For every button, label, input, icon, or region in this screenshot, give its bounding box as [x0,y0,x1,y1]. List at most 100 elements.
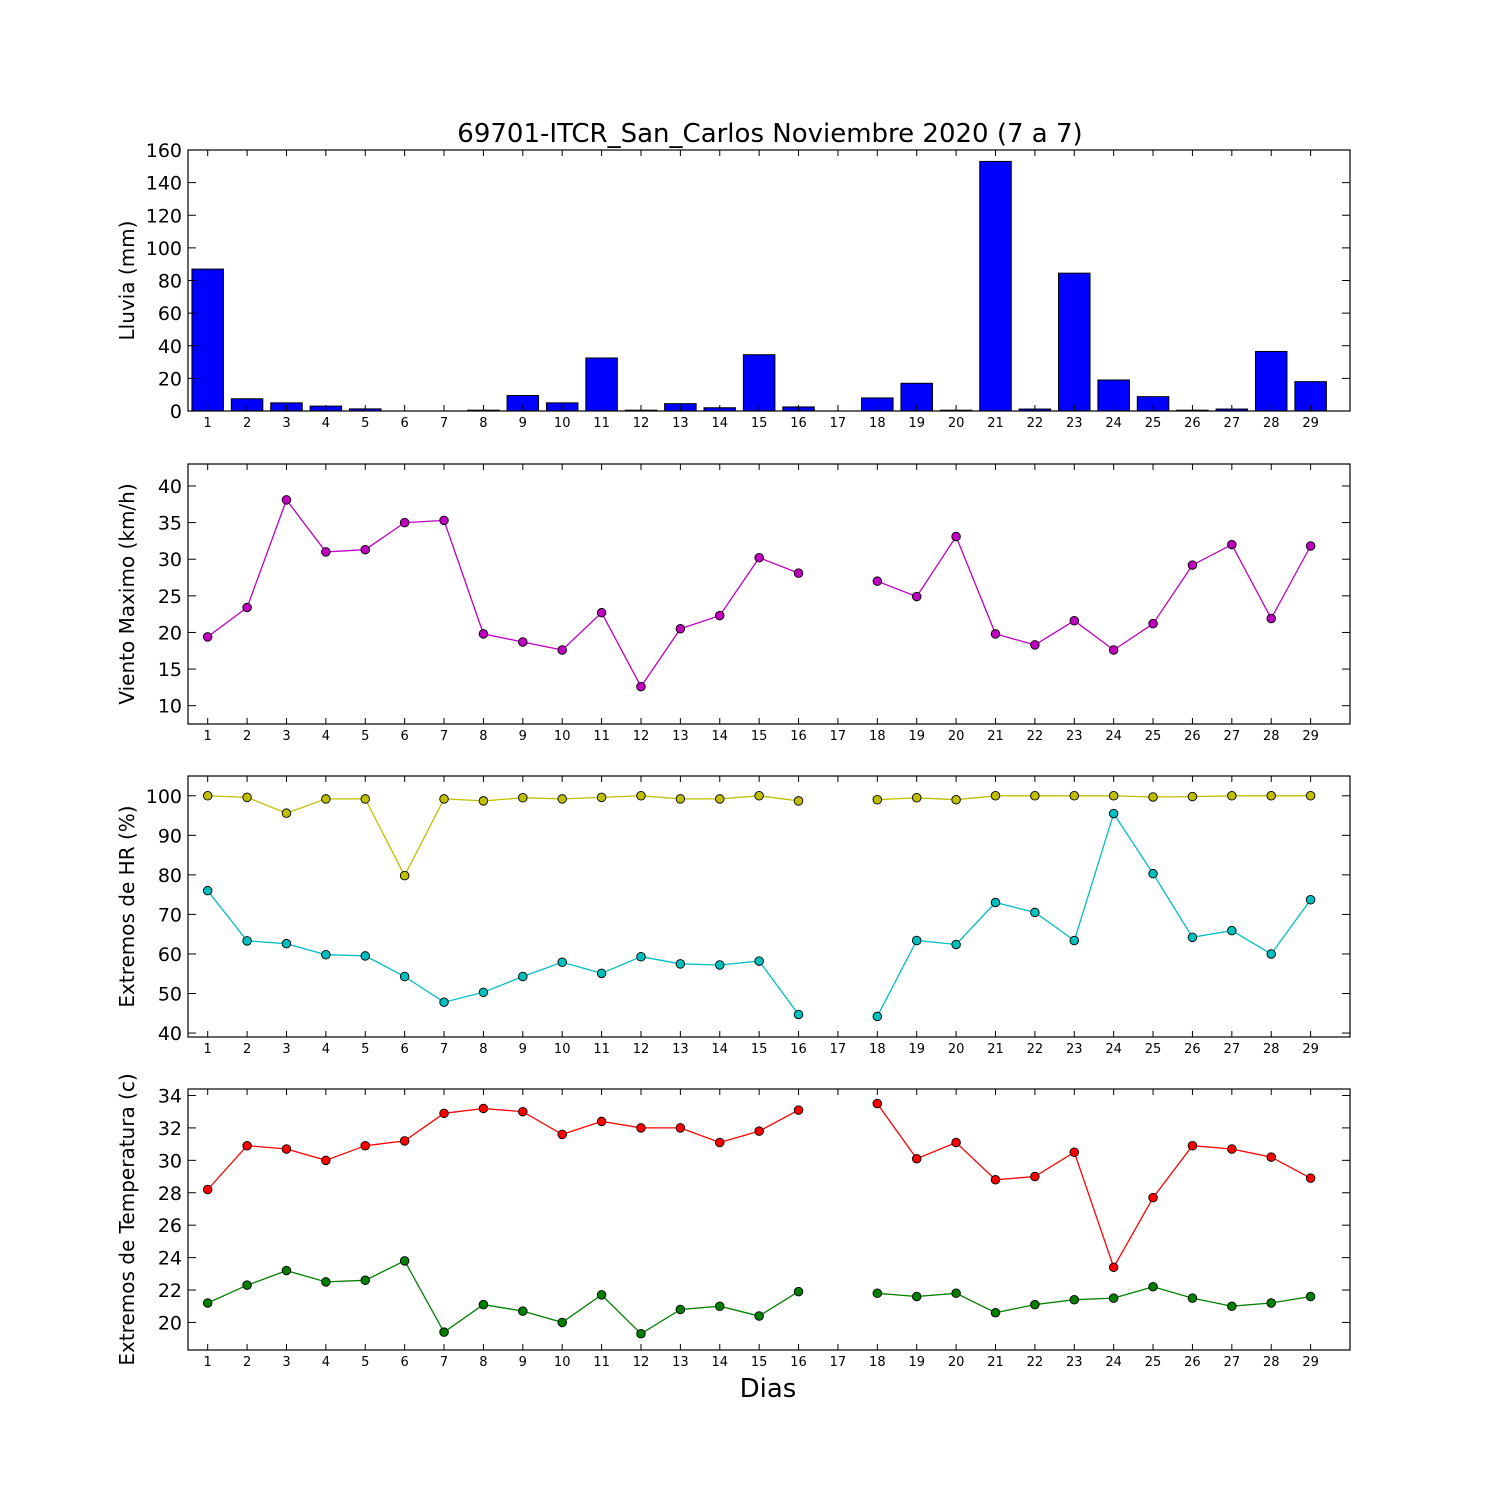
wind-series-0-point [242,602,252,613]
humidity-x-tick-label: 1 [204,1042,212,1057]
wind-series-0-point [557,645,567,655]
wind-x-tick-label: 4 [322,729,330,744]
temperature-series-0-point [1030,1171,1040,1182]
rainfall-y-tick-label: 140 [146,173,182,195]
temperature-series-1-point [1187,1293,1198,1303]
humidity-series-1-point [281,938,292,949]
humidity-x-tick-label: 5 [361,1042,369,1057]
humidity-y-tick-label: 70 [158,904,182,926]
wind-series-0-point [399,517,410,528]
temperature-y-tick-label: 20 [158,1312,182,1334]
rainfall-bar [742,354,776,412]
rainfall-x-tick-label: 14 [711,416,728,431]
temperature-series-0-point [1148,1192,1158,1203]
humidity-series-1-point [518,971,528,982]
temperature-series-1-point [281,1265,292,1276]
temperature-series-0-point [518,1106,528,1117]
rainfall-bar [979,160,1012,412]
wind-x-tick-label: 16 [790,729,807,744]
rainfall-x-tick-label: 7 [440,416,448,431]
humidity-series-0-point [872,794,883,805]
humidity-series-1-point [754,956,764,966]
temperature-series-0-point [911,1153,922,1164]
temperature-series-0-point [793,1105,804,1115]
temperature-series-0-point [1187,1140,1198,1151]
wind-axes-frame [187,463,1351,725]
wind-x-tick-label: 1 [204,729,212,744]
temperature-series-1-point [1305,1291,1316,1302]
temperature-x-tick-label: 28 [1263,1355,1280,1370]
humidity-x-tick-label: 29 [1302,1042,1319,1057]
humidity-x-tick-label: 25 [1145,1042,1162,1057]
humidity-x-tick-label: 15 [751,1042,768,1057]
humidity-series-1-point [360,951,371,961]
humidity-axes-frame [187,775,1351,1038]
humidity-series-1-point [1108,808,1119,819]
wind-series-0-point [478,629,489,639]
temperature-x-tick-label: 10 [554,1355,571,1370]
humidity-series-0-point [754,791,764,801]
wind-x-tick-label: 22 [1027,729,1044,744]
humidity-series-0-point [202,791,213,801]
wind-x-tick-label: 28 [1263,729,1280,744]
humidity-y-tick-label: 80 [158,865,182,887]
temperature-x-tick-label: 23 [1066,1355,1083,1370]
humidity-x-tick-label: 9 [519,1042,527,1057]
rainfall-x-tick-label: 9 [519,416,527,431]
rainfall-x-tick-label: 21 [987,416,1004,431]
rainfall-x-tick-label: 20 [948,416,965,431]
temperature-series-1-point [911,1291,922,1302]
temperature-x-tick-label: 6 [401,1355,409,1370]
temperature-x-tick-label: 8 [479,1355,487,1370]
wind-x-tick-label: 12 [633,729,650,744]
rainfall-x-tick-label: 10 [554,416,571,431]
rainfall-x-tick-label: 16 [790,416,807,431]
temperature-x-tick-label: 7 [440,1355,448,1370]
wind-x-tick-label: 5 [361,729,369,744]
humidity-x-tick-label: 23 [1066,1042,1083,1057]
humidity-x-tick-label: 13 [672,1042,689,1057]
wind-series-0-point [202,632,213,642]
temperature-series-1-point [518,1306,528,1316]
wind-series-0-point [911,591,922,602]
humidity-series-0-point [242,792,252,803]
rainfall-x-tick-label: 23 [1066,416,1083,431]
rainfall-y-tick-label: 40 [158,336,182,358]
humidity-series-1-point [557,957,567,968]
rainfall-bar [585,357,618,412]
temperature-y-tick-label: 22 [158,1280,182,1302]
temperature-series-1-point [990,1307,1001,1318]
rainfall-x-tick-label: 2 [243,416,251,431]
wind-series-0-point [1148,618,1158,629]
wind-y-tick-label: 30 [158,549,182,571]
wind-series-0-point [715,610,725,621]
humidity-series-0-point [321,794,331,804]
temperature-series-1-point [321,1277,331,1287]
humidity-x-tick-label: 28 [1263,1042,1280,1057]
wind-x-tick-label: 2 [243,729,251,744]
temperature-series-0-point [1305,1173,1316,1183]
temperature-series-0-point [675,1123,686,1133]
humidity-series-1-line [876,812,1312,1017]
temperature-x-tick-label: 17 [830,1355,847,1370]
rainfall-y-tick-label: 60 [158,303,182,325]
temperature-series-1-point [1108,1293,1119,1303]
wind-series-0-point [872,576,883,586]
wind-x-tick-label: 10 [554,729,571,744]
wind-series-0-point [321,547,331,557]
humidity-x-tick-label: 27 [1224,1042,1241,1057]
humidity-series-0-point [399,870,410,881]
humidity-x-tick-label: 11 [593,1042,610,1057]
temperature-series-1-point [399,1256,410,1266]
temperature-series-0-point [478,1103,489,1114]
humidity-x-tick-label: 17 [830,1042,847,1057]
humidity-series-0-line [207,795,799,878]
temperature-series-0-point [872,1098,883,1109]
humidity-x-tick-label: 20 [948,1042,965,1057]
rainfall-x-tick-label: 27 [1224,416,1241,431]
rainfall-y-tick-label: 120 [146,205,182,227]
temperature-series-1-point [1266,1298,1276,1308]
humidity-series-0-point [715,794,725,804]
